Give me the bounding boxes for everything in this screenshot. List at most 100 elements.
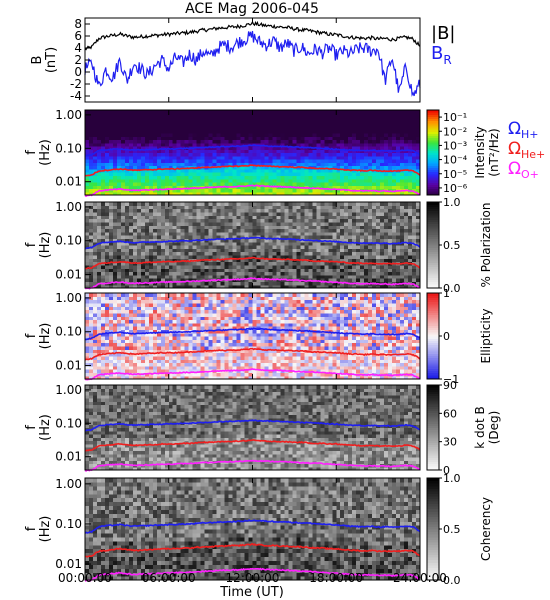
spectrogram-cell [128, 245, 134, 249]
spectrogram-cell [332, 139, 337, 144]
spectrogram-cell [116, 274, 122, 279]
spectrogram-cell [124, 202, 130, 206]
spectrogram-cell [372, 110, 377, 114]
spectrogram-cell [144, 274, 150, 279]
spectrogram-cell [152, 129, 158, 134]
spectrogram-cell [124, 261, 130, 266]
spectrogram-cell [192, 181, 198, 186]
spectrogram-cell [380, 202, 385, 206]
spectrogram-cell [272, 235, 278, 239]
spectrogram-cell [160, 149, 166, 154]
colorbar-band [427, 165, 439, 168]
spectrogram-cell [284, 231, 289, 236]
spectrogram-cell [276, 188, 282, 193]
spectrogram-cell [116, 185, 122, 190]
spectrogram-cell [176, 254, 182, 259]
spectrogram-cell [228, 221, 234, 226]
spectrogram-cell [188, 264, 194, 269]
spectrogram-cell [172, 172, 178, 176]
spectrogram-cell [284, 152, 289, 157]
spectrogram-cell [356, 142, 361, 147]
spectrogram-cell [272, 268, 278, 273]
spectrogram-cell [212, 113, 218, 118]
spectrogram-cell [324, 119, 329, 124]
spectrogram-cell [276, 208, 282, 213]
spectrogram-cell [228, 238, 234, 243]
spectrogram-cell [244, 136, 250, 141]
spectrogram-cell [288, 281, 293, 286]
spectrogram-cell [324, 175, 329, 180]
spectrogram-cell [160, 271, 166, 276]
spectrogram-cell [108, 251, 114, 256]
spectrogram-cell [400, 152, 405, 157]
spectrogram-cell [188, 248, 194, 253]
spectrogram-cell [164, 191, 170, 196]
spectrogram-cell [220, 113, 226, 118]
spectrogram-cell [252, 284, 258, 289]
spectrogram-cell [332, 168, 337, 173]
spectrogram-cell [188, 149, 194, 154]
spectrogram-cell [104, 152, 110, 157]
spectrogram-cell [396, 152, 401, 157]
spectrogram-cell [240, 155, 246, 160]
spectrogram-cell [156, 221, 162, 226]
spectrogram-cell [180, 165, 186, 170]
spectrogram-cell [256, 221, 262, 226]
spectrogram-cell [224, 268, 230, 273]
spectrogram-cell [260, 218, 266, 223]
spectrogram-cell [248, 281, 254, 286]
spectrogram-cell [184, 228, 190, 233]
spectrogram-cell [256, 119, 262, 124]
spectrogram-cell [276, 178, 282, 183]
spectrogram-cell [160, 191, 166, 196]
spectrogram-cell [284, 254, 289, 259]
spectrogram-cell [148, 126, 154, 131]
spectrogram-cell [220, 110, 226, 114]
spectrogram-cell [364, 159, 369, 163]
spectrogram-cell [88, 132, 94, 137]
spectrogram-cell [232, 175, 238, 180]
spectrogram-cell [164, 152, 170, 157]
spectrogram-cell [312, 181, 317, 186]
spectrogram-cell [232, 211, 238, 216]
spectrogram-cell [388, 191, 393, 196]
spectrogram-cell [208, 155, 214, 160]
spectrogram-cell [292, 238, 297, 243]
spectrogram-cell [144, 165, 150, 170]
spectrogram-cell [85, 261, 90, 266]
spectrogram-cell [252, 152, 258, 157]
spectrogram-cell [136, 278, 142, 282]
spectrogram-cell [196, 281, 202, 286]
spectrogram-cell [200, 172, 206, 176]
spectrogram-cell [212, 126, 218, 131]
spectrogram-cell [284, 126, 289, 131]
spectrogram-cell [104, 185, 110, 190]
spectrogram-cell [180, 254, 186, 259]
spectrogram-cell [85, 218, 90, 223]
spectrogram-cell [244, 132, 250, 137]
spectrogram-cell [272, 248, 278, 253]
spectrogram-cell [356, 113, 361, 118]
spectrogram-cell [292, 152, 297, 157]
spectrogram-cell [116, 155, 122, 160]
spectrogram-cell [384, 175, 389, 180]
spectrogram-cell [144, 126, 150, 131]
spectrogram-cell [216, 181, 222, 186]
spectrogram-cell [300, 175, 305, 180]
spectrogram-cell [340, 139, 345, 144]
spectrogram-cell [108, 241, 114, 246]
spectrogram-cell [276, 155, 282, 160]
spectrogram-cell [136, 251, 142, 256]
spectrogram-cell [108, 165, 114, 170]
spectrogram-cell [152, 254, 158, 259]
spectrogram-cell [184, 264, 190, 269]
spectrogram-cell [96, 136, 102, 141]
spectrogram-cell [172, 264, 178, 269]
spectrogram-cell [104, 191, 110, 196]
spectrogram-cell [288, 145, 293, 150]
spectrogram-cell [336, 145, 341, 150]
spectrogram-cell [272, 119, 278, 124]
spectrogram-cell [128, 248, 134, 253]
spectrogram-cell [272, 238, 278, 243]
spectrogram-cell [132, 225, 138, 230]
